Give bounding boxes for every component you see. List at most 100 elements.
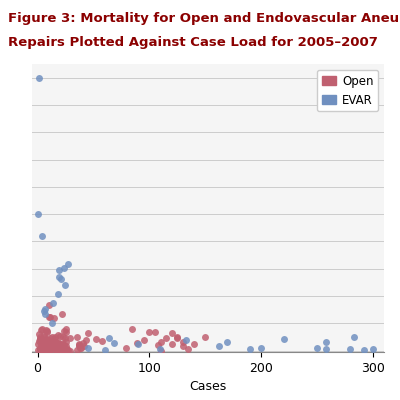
Point [157,338,164,345]
Point [63,338,70,345]
Point [42,337,48,344]
Point [62,282,68,288]
Point [54,339,61,346]
Point [59,347,65,353]
Point [49,344,56,350]
Point [110,339,117,346]
Point [45,347,52,354]
Point [163,335,169,341]
Point [123,345,129,351]
Point [47,345,53,351]
Point [63,326,70,332]
Point [46,344,52,351]
Point [135,341,142,347]
Point [74,334,80,340]
Point [56,267,62,274]
Point [351,334,357,341]
Point [370,346,376,352]
Point [180,339,186,345]
Point [54,344,60,351]
Point [174,335,180,342]
Point [64,347,71,353]
Point [46,314,52,320]
Point [54,343,61,350]
Point [51,336,57,342]
Point [46,343,52,350]
Point [42,338,49,345]
Point [58,276,64,282]
Point [44,337,50,343]
Point [280,336,287,343]
Point [134,339,140,346]
Point [81,343,87,350]
Point [63,328,69,335]
Point [38,346,44,352]
Point [37,336,44,342]
Point [76,342,82,349]
Point [61,342,67,348]
Point [43,346,49,353]
Point [46,347,52,354]
Point [60,334,66,340]
Point [46,347,53,353]
Point [322,345,329,352]
Point [38,345,45,352]
Point [129,326,136,332]
Point [224,339,230,346]
Point [56,340,62,347]
Point [61,347,67,353]
Point [44,346,50,352]
Point [52,347,59,354]
Point [51,341,58,347]
Point [157,346,164,352]
Point [52,342,59,348]
Point [43,341,49,348]
Point [56,340,62,347]
Point [35,347,41,354]
Point [43,345,49,352]
Point [38,327,44,334]
Point [84,345,91,352]
Point [361,347,367,353]
Point [38,336,45,343]
Point [50,300,57,307]
Point [157,347,164,354]
Point [146,329,152,335]
Point [55,331,62,338]
Point [41,310,48,317]
Point [74,347,80,353]
Point [78,344,84,351]
Point [40,332,47,338]
Point [247,346,253,352]
Point [42,346,49,353]
Point [41,334,47,340]
Point [54,346,60,353]
Point [40,345,46,351]
Point [37,346,43,352]
Point [168,330,175,337]
Point [76,340,82,347]
Point [323,338,329,345]
Point [40,347,46,354]
Point [51,315,57,322]
Point [47,338,53,345]
Point [66,335,73,341]
Point [216,342,222,349]
Point [60,346,66,353]
Point [47,340,54,346]
Point [52,347,59,354]
Point [56,344,63,350]
Point [50,344,56,351]
Point [154,342,161,348]
Point [84,330,91,336]
Point [99,338,105,344]
Point [59,310,65,317]
Point [35,211,42,217]
Point [92,336,99,342]
Point [183,336,190,343]
Text: Figure 3: Mortality for Open and Endovascular Aneurysm: Figure 3: Mortality for Open and Endovas… [8,12,400,25]
Point [60,341,66,347]
Point [46,347,53,353]
Point [47,338,53,345]
Point [39,343,45,349]
